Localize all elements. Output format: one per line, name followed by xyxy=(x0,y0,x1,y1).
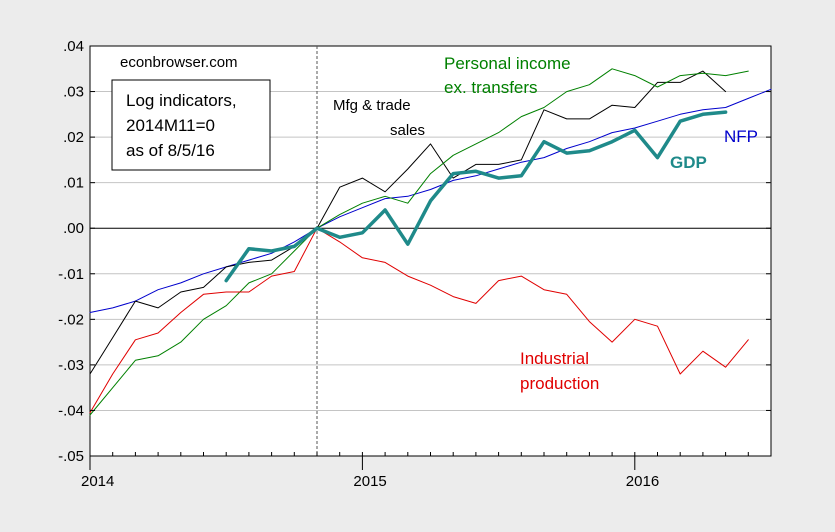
x-tick-label: 2016 xyxy=(626,473,659,490)
x-tick-label: 2014 xyxy=(81,473,114,490)
annotation-industrial-production-1: Industrial xyxy=(520,349,589,368)
series-line-industrial-production xyxy=(89,227,749,414)
y-tick-label: -.04 xyxy=(58,402,84,419)
legend-line-3: as of 8/5/16 xyxy=(126,141,215,160)
annotation-gdp: GDP xyxy=(670,153,707,172)
annotation-personal-income-1: Personal income xyxy=(444,54,571,73)
annotation-industrial-production-2: production xyxy=(520,374,599,393)
legend-line-2: 2014M11=0 xyxy=(126,116,215,135)
reference-lines xyxy=(90,46,771,456)
series-line-nfp xyxy=(89,88,772,313)
y-tick-label: -.05 xyxy=(58,448,84,465)
y-tick-label: -.03 xyxy=(58,357,84,374)
series-line-gdp xyxy=(224,110,728,283)
y-tick-label: -.01 xyxy=(58,266,84,283)
axes: .04 .03 .02 .01 .00 -.01 -.02 -.03 -.04 -.05 2014 2… xyxy=(58,38,772,490)
series-annotations: Personal income ex. transfers Mfg & trad… xyxy=(333,54,758,393)
series-lines xyxy=(89,68,772,416)
watermark: econbrowser.com xyxy=(120,54,238,71)
y-tick-label: -.02 xyxy=(58,311,84,328)
series-line-personal-income-ex-transfers xyxy=(89,68,749,416)
legend-box: econbrowser.com Log indicators, 2014M11=… xyxy=(111,54,271,171)
y-tick-label: .04 xyxy=(63,38,84,55)
annotation-personal-income-2: ex. transfers xyxy=(444,78,538,97)
y-tick-label: .01 xyxy=(63,175,84,192)
y-tick-label: .00 xyxy=(63,220,84,237)
series-line-mfg-trade-sales xyxy=(89,70,727,375)
legend-frame xyxy=(111,79,271,171)
y-tick-label: .03 xyxy=(63,84,84,101)
annotation-mfg-trade-2: sales xyxy=(390,122,425,139)
annotation-nfp: NFP xyxy=(724,127,758,146)
x-tick-label: 2015 xyxy=(353,473,386,490)
annotation-mfg-trade-1: Mfg & trade xyxy=(333,97,411,114)
legend-line-1: Log indicators, xyxy=(126,91,237,110)
y-tick-label: .02 xyxy=(63,129,84,146)
